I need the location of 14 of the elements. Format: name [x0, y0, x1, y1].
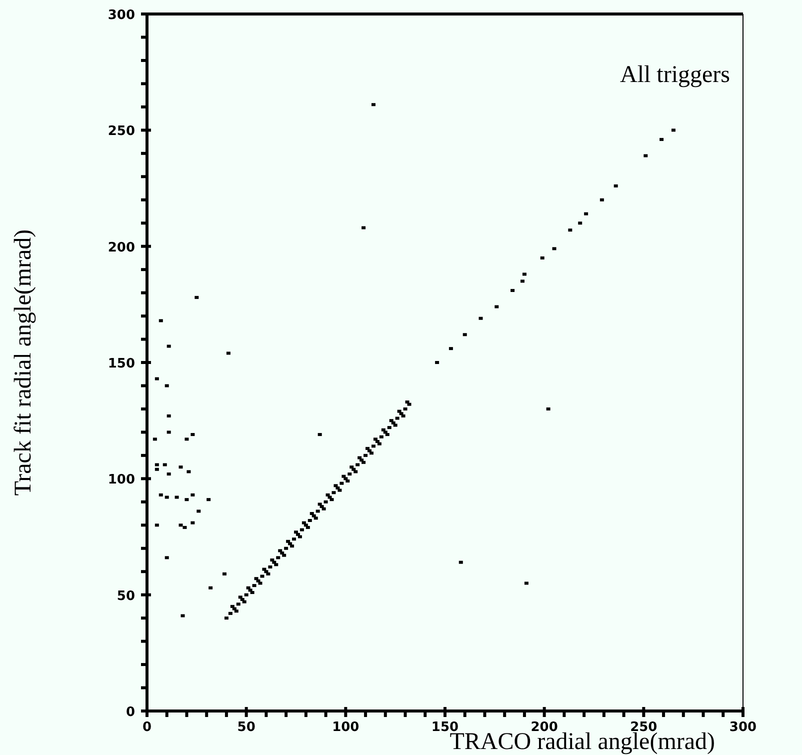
x-tick-label: 100 — [332, 720, 360, 735]
y-tick-label: 150 — [108, 356, 135, 372]
x-tick-label: 200 — [530, 720, 558, 735]
y-tick-label: 200 — [108, 240, 135, 256]
y-axis-title: Track fit radial angle(mrad) — [10, 229, 37, 496]
y-tick-label: 100 — [108, 472, 135, 488]
x-tick-label: 50 — [237, 720, 256, 735]
annotation: All triggers — [620, 62, 730, 88]
y-tick-label: 0 — [126, 705, 135, 720]
y-tick-label: 300 — [108, 8, 135, 23]
y-tick-label: 250 — [108, 124, 135, 140]
x-tick-label: 300 — [729, 720, 757, 735]
x-tick-label: 0 — [142, 720, 152, 735]
y-tick-label: 50 — [116, 588, 135, 604]
